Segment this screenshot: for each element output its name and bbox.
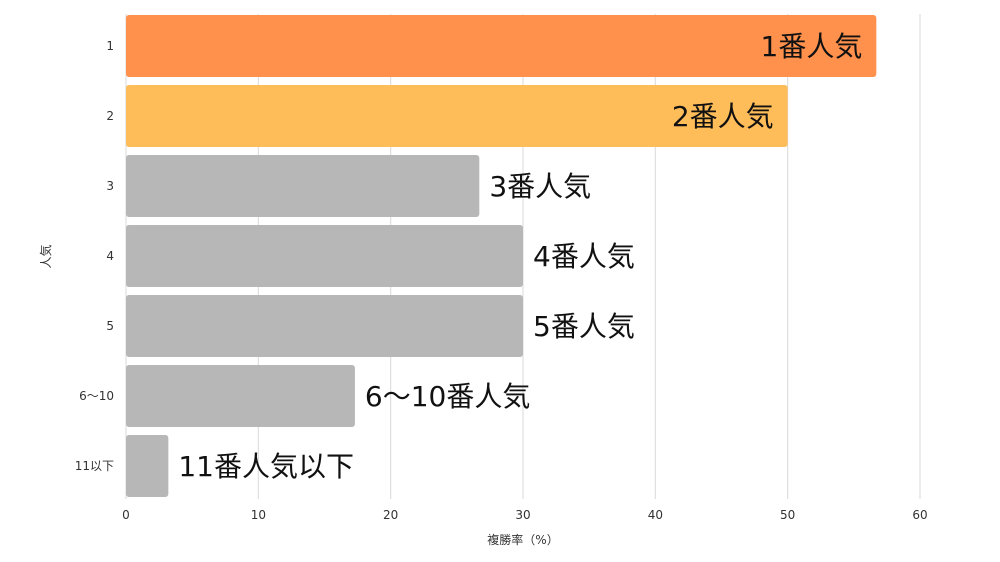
x-tick-label: 40 [648, 508, 663, 522]
x-tick-label: 50 [780, 508, 795, 522]
bar-1 [126, 15, 877, 77]
x-tick-labels: 0 10 20 30 40 50 60 [122, 508, 927, 522]
y-tick-label: 4 [106, 249, 114, 263]
y-tick-labels: 1 2 3 4 5 6～10 11以下 [75, 39, 114, 473]
y-tick-label: 1 [106, 39, 114, 53]
y-axis-title: 人気 [38, 244, 53, 268]
bar-label: 6～10番人気 [365, 380, 530, 413]
bar-2 [126, 85, 788, 147]
bars [126, 15, 877, 497]
x-axis-title: 複勝率（%） [487, 532, 558, 547]
y-tick-label: 3 [106, 179, 114, 193]
bar-label: 3番人気 [489, 170, 591, 203]
x-tick-label: 0 [122, 508, 130, 522]
bar-4 [126, 225, 523, 287]
y-tick-label: 5 [106, 319, 114, 333]
bar-7 [126, 435, 169, 497]
y-tick-label: 11以下 [75, 459, 114, 473]
bar-label: 11番人気以下 [178, 450, 354, 483]
bar-label: 1番人気 [761, 30, 863, 63]
x-tick-label: 20 [383, 508, 398, 522]
bar-label: 5番人気 [533, 310, 635, 343]
bar-6 [126, 365, 355, 427]
bar-label: 2番人気 [672, 100, 774, 133]
bar-5 [126, 295, 523, 357]
x-tick-label: 60 [912, 508, 927, 522]
bar-3 [126, 155, 480, 217]
y-tick-label: 2 [106, 109, 114, 123]
x-tick-label: 10 [251, 508, 266, 522]
y-tick-label: 6～10 [79, 389, 114, 403]
bar-labels: 1番人気 2番人気 3番人気 4番人気 5番人気 6～10番人気 11番人気以下 [178, 30, 862, 483]
x-tick-label: 30 [515, 508, 530, 522]
bar-label: 4番人気 [533, 240, 635, 273]
